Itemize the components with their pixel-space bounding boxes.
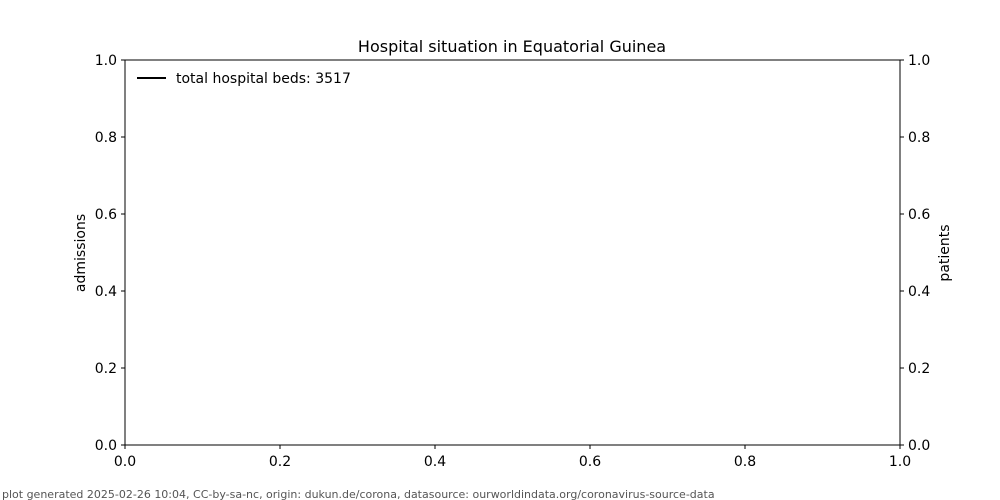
right-y-tick-label: 0.4	[908, 284, 930, 300]
right-y-axis-ticks: 0.0 0.2 0.4 0.6 0.8 1.0	[900, 53, 930, 454]
x-tick-label: 0.2	[269, 454, 291, 470]
x-tick-label: 0.0	[114, 454, 136, 470]
footer-credit: plot generated 2025-02-26 10:04, CC-by-s…	[2, 488, 715, 500]
right-y-tick-label: 0.8	[908, 130, 930, 146]
left-y-axis-ticks: 0.0 0.2 0.4 0.6 0.8 1.0	[95, 53, 125, 454]
x-tick-label: 1.0	[889, 454, 911, 470]
left-y-tick-label: 0.2	[95, 361, 117, 377]
right-y-tick-label: 0.0	[908, 438, 930, 454]
chart-title: Hospital situation in Equatorial Guinea	[358, 37, 666, 56]
legend-label: total hospital beds: 3517	[176, 71, 351, 87]
left-y-tick-label: 0.8	[95, 130, 117, 146]
legend: total hospital beds: 3517	[137, 71, 351, 87]
right-y-tick-label: 1.0	[908, 53, 930, 69]
left-y-tick-label: 0.4	[95, 284, 117, 300]
left-y-axis-label: admissions	[73, 214, 89, 292]
left-y-tick-label: 1.0	[95, 53, 117, 69]
left-y-tick-label: 0.6	[95, 207, 117, 223]
plot-area-frame	[124, 59, 901, 446]
right-y-axis-label: patients	[937, 224, 953, 281]
x-tick-label: 0.6	[579, 454, 601, 470]
x-tick-label: 0.4	[424, 454, 446, 470]
x-tick-label: 0.8	[734, 454, 756, 470]
right-y-tick-label: 0.6	[908, 207, 930, 223]
right-y-tick-label: 0.2	[908, 361, 930, 377]
left-y-tick-label: 0.0	[95, 438, 117, 454]
x-axis-ticks: 0.0 0.2 0.4 0.6 0.8 1.0	[114, 445, 911, 470]
